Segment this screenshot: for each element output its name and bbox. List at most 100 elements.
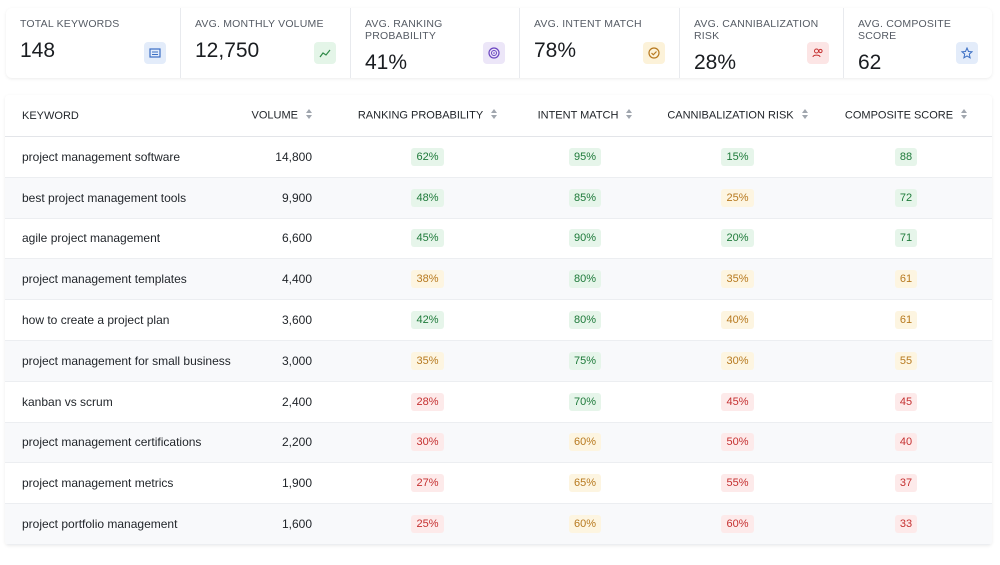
table-cell: 35%	[655, 270, 820, 289]
stat-icon	[807, 42, 829, 64]
header-cell[interactable]: CANNIBALIZATION RISK	[655, 109, 820, 122]
table-cell: 37	[820, 474, 992, 493]
score-badge: 70%	[568, 392, 602, 411]
table-cell: 50%	[655, 433, 820, 452]
keyword-table: KEYWORD VOLUME RANKING PROBABILITY INTENT M…	[5, 95, 992, 545]
table-cell: 60%	[655, 515, 820, 534]
header-label: RANKING PROBABILITY	[357, 109, 484, 122]
table-cell: 25%	[340, 515, 515, 534]
score-badge: 50%	[721, 433, 754, 452]
table-cell: 1,900	[281, 476, 312, 491]
stat-icon	[956, 42, 978, 64]
table-cell: 60%	[515, 515, 655, 534]
score-badge: 30%	[721, 351, 754, 370]
table-cell: 40	[820, 433, 992, 452]
stat-value: 12,750	[195, 39, 260, 62]
table-row: project management metrics 1,900 27% 65% 55%…	[5, 463, 992, 505]
header-cell: KEYWORD	[5, 110, 250, 122]
table-cell: 70%	[515, 392, 655, 411]
stat-label: AVG. COMPOSITE SCORE	[858, 18, 952, 42]
table-cell: 25%	[655, 188, 820, 207]
table-cell: 88	[820, 147, 992, 166]
table-cell: 62%	[340, 147, 515, 166]
score-badge: 38%	[411, 270, 444, 289]
table-cell: project portfolio management	[22, 517, 178, 532]
stat-icon	[643, 42, 665, 64]
sort-icon[interactable]	[801, 109, 808, 122]
header-cell[interactable]: VOLUME	[250, 109, 340, 122]
table-cell: project management for small business	[22, 353, 231, 368]
score-badge: 75%	[568, 351, 602, 370]
stat-label: TOTAL KEYWORDS	[20, 18, 120, 30]
table-cell: agile project management	[22, 231, 161, 246]
header-cell[interactable]: COMPOSITE SCORE	[820, 109, 992, 122]
header-label: VOLUME	[251, 109, 298, 122]
score-badge: 80%	[568, 311, 602, 330]
table-cell: 2,400	[281, 394, 312, 409]
score-badge: 80%	[568, 270, 602, 289]
score-badge: 85%	[568, 188, 602, 207]
score-badge: 45%	[721, 392, 754, 411]
score-badge: 25%	[411, 515, 444, 534]
score-badge: 60%	[721, 515, 754, 534]
stat-card: TOTAL KEYWORDS 148	[6, 8, 181, 78]
header-cell[interactable]: INTENT MATCH	[515, 109, 655, 122]
score-badge: 33	[894, 515, 918, 534]
table-cell: 85%	[515, 188, 655, 207]
sort-icon[interactable]	[306, 109, 312, 122]
table-cell: 2,200	[281, 435, 312, 450]
stat-icon	[314, 42, 336, 64]
header-label: COMPOSITE SCORE	[844, 109, 954, 122]
score-badge: 60%	[568, 515, 602, 534]
score-badge: 25%	[721, 188, 754, 207]
score-badge: 40%	[721, 311, 754, 330]
table-cell: 61	[820, 270, 992, 289]
score-badge: 28%	[411, 392, 444, 411]
table-cell: 4,400	[281, 272, 312, 287]
table-cell: 14,800	[275, 149, 312, 164]
header-cell[interactable]: RANKING PROBABILITY	[340, 109, 515, 122]
stat-label: AVG. RANKING PROBABILITY	[365, 18, 443, 42]
table-cell: 3,000	[281, 353, 312, 368]
table-cell: 9,900	[281, 190, 312, 205]
stat-card: AVG. COMPOSITE SCORE 62	[844, 8, 992, 78]
table-cell: 45%	[655, 392, 820, 411]
score-badge: 35%	[411, 351, 444, 370]
sort-icon[interactable]	[491, 109, 498, 122]
header-label: CANNIBALIZATION RISK	[667, 109, 794, 122]
table-cell: 90%	[515, 229, 655, 248]
table-cell: 45%	[340, 229, 515, 248]
score-badge: 30%	[411, 433, 444, 452]
table-cell: 61	[820, 311, 992, 330]
table-cell: 75%	[515, 351, 655, 370]
stat-card: AVG. INTENT MATCH 78%	[520, 8, 680, 78]
table-header: KEYWORD VOLUME RANKING PROBABILITY INTENT M…	[5, 95, 992, 137]
score-badge: 72	[894, 188, 918, 207]
score-badge: 45%	[411, 229, 444, 248]
table-cell: 3,600	[281, 313, 312, 328]
header-label: INTENT MATCH	[537, 109, 619, 122]
table-row: best project management tools 9,900 48% 85%…	[5, 177, 992, 219]
sort-icon[interactable]	[626, 109, 633, 122]
table-cell: 30%	[655, 351, 820, 370]
score-badge: 42%	[411, 311, 444, 330]
score-badge: 90%	[568, 229, 602, 248]
score-badge: 35%	[721, 270, 754, 289]
table-cell: 55	[820, 351, 992, 370]
table-cell: 60%	[515, 433, 655, 452]
table-row: project management templates 4,400 38% 80% 3…	[5, 259, 992, 301]
table-cell: 80%	[515, 270, 655, 289]
stat-icon	[144, 42, 166, 64]
table-cell: 6,600	[281, 231, 312, 246]
stat-value: 148	[20, 39, 56, 62]
table-cell: 95%	[515, 147, 655, 166]
table-cell: 33	[820, 515, 992, 534]
table-cell: 1,600	[281, 517, 312, 532]
table-cell: 30%	[340, 433, 515, 452]
table-cell: 42%	[340, 311, 515, 330]
table-row: agile project management 6,600 45% 90% 20% 71	[5, 218, 992, 260]
table-cell: 27%	[340, 474, 515, 493]
sort-icon[interactable]	[961, 109, 968, 122]
stat-card: AVG. RANKING PROBABILITY 41%	[351, 8, 520, 78]
header-label: KEYWORD	[22, 109, 79, 122]
